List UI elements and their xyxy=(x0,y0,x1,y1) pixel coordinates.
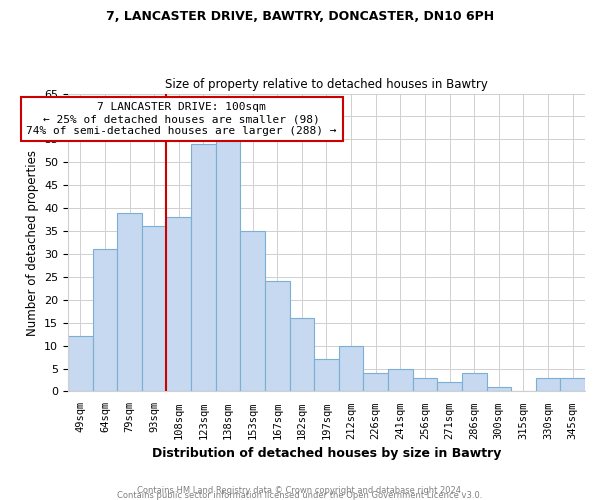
Bar xyxy=(560,378,585,392)
Text: Contains HM Land Registry data © Crown copyright and database right 2024.: Contains HM Land Registry data © Crown c… xyxy=(137,486,463,495)
Bar xyxy=(117,212,142,392)
Title: Size of property relative to detached houses in Bawtry: Size of property relative to detached ho… xyxy=(165,78,488,91)
Bar xyxy=(215,140,240,392)
Bar xyxy=(487,387,511,392)
Bar xyxy=(166,218,191,392)
Bar xyxy=(68,336,92,392)
Bar xyxy=(413,378,437,392)
Bar xyxy=(290,318,314,392)
Text: 7 LANCASTER DRIVE: 100sqm
← 25% of detached houses are smaller (98)
74% of semi-: 7 LANCASTER DRIVE: 100sqm ← 25% of detac… xyxy=(26,102,337,136)
Text: Contains public sector information licensed under the Open Government Licence v3: Contains public sector information licen… xyxy=(118,491,482,500)
Bar xyxy=(265,282,290,392)
Bar xyxy=(339,346,364,392)
Bar xyxy=(364,373,388,392)
Bar xyxy=(240,231,265,392)
Bar xyxy=(92,250,117,392)
Bar xyxy=(191,144,215,392)
Y-axis label: Number of detached properties: Number of detached properties xyxy=(26,150,38,336)
Bar xyxy=(536,378,560,392)
Bar xyxy=(388,368,413,392)
Text: 7, LANCASTER DRIVE, BAWTRY, DONCASTER, DN10 6PH: 7, LANCASTER DRIVE, BAWTRY, DONCASTER, D… xyxy=(106,10,494,23)
Bar xyxy=(462,373,487,392)
Bar xyxy=(437,382,462,392)
Bar xyxy=(142,226,166,392)
Bar xyxy=(314,360,339,392)
X-axis label: Distribution of detached houses by size in Bawtry: Distribution of detached houses by size … xyxy=(152,447,501,460)
